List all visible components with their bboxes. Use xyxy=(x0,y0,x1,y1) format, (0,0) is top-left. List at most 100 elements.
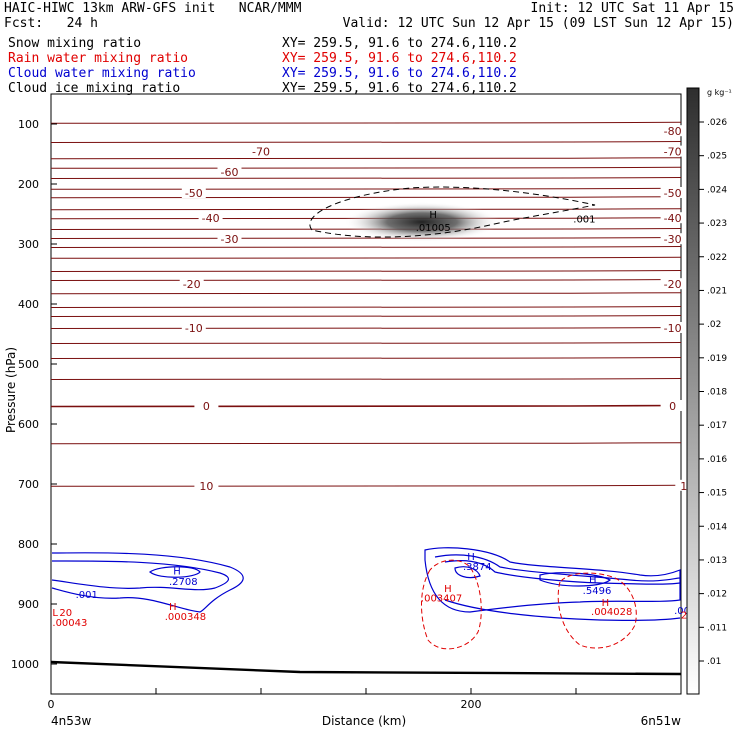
field-rain-xy: XY= 259.5, 91.6 to 274.6,110.2 xyxy=(282,51,517,66)
y-tick-label: 1000 xyxy=(11,658,39,671)
colorbar-tick-label: .014 xyxy=(707,522,727,532)
isotherm-label: -70 xyxy=(664,146,682,159)
colorbar-tick-label: .017 xyxy=(707,421,727,431)
isotherm-label-bg xyxy=(249,145,273,157)
colorbar-tick-label: .018 xyxy=(707,388,727,398)
extremum-label: H xyxy=(602,598,610,609)
field-snow-xy: XY= 259.5, 91.6 to 274.6,110.2 xyxy=(282,36,517,51)
isotherm-label: -10 xyxy=(664,322,682,335)
colorbar-tick-label: .02 xyxy=(707,320,721,330)
isotherm-label-bg xyxy=(181,187,206,198)
isotherm-label-bg xyxy=(198,212,223,224)
isotherm-line xyxy=(50,315,682,317)
colorbar-tick-label: .025 xyxy=(707,152,727,162)
isotherm-label: 0 xyxy=(669,400,676,413)
isotherm-line xyxy=(50,246,682,248)
isotherm-label: -70 xyxy=(252,146,270,159)
header-title: HAIC-HIWC 13km ARW-GFS init NCAR/MMM xyxy=(4,1,302,16)
x-axis-label: Distance (km) xyxy=(322,714,406,728)
field-cloudice-name: Cloud ice mixing ratio xyxy=(8,81,181,96)
isotherm-label: -40 xyxy=(664,212,682,225)
isotherm-label: 10 xyxy=(199,480,213,493)
isotherm-label-bg xyxy=(660,400,685,411)
isotherm-line xyxy=(50,292,682,295)
colorbar xyxy=(686,87,700,695)
extremum-label: H xyxy=(589,575,597,586)
isotherm-label: -30 xyxy=(664,233,682,246)
isotherm-label: 0 xyxy=(203,400,210,413)
isotherm-line xyxy=(50,404,682,408)
isotherm-label-bg xyxy=(179,278,204,290)
isotherm-label: -20 xyxy=(183,278,201,291)
extremum-label: .003407 xyxy=(421,594,462,605)
isotherm-line xyxy=(50,177,682,179)
x-tick-label: 200 xyxy=(461,698,482,711)
extremum-label: .01005 xyxy=(416,223,451,234)
isotherm-label: -10 xyxy=(185,322,203,335)
isotherm-line xyxy=(50,237,682,239)
colorbar-tick-label: .01 xyxy=(707,657,721,667)
colorbar-tick-label: .022 xyxy=(707,253,727,263)
extremum-label: H xyxy=(444,584,452,595)
isotherm-line xyxy=(50,121,682,124)
field-snow-name: Snow mixing ratio xyxy=(8,36,142,51)
y-tick-label: 200 xyxy=(18,178,39,191)
x-end-location: 6n51w xyxy=(641,714,682,728)
isotherm-label-bg xyxy=(660,187,685,198)
isotherm-label: -50 xyxy=(664,187,682,200)
colorbar-tick-label: .015 xyxy=(707,489,727,499)
isotherm-line xyxy=(50,279,682,281)
isotherm-labels: -80-70 -70-60-50 -50-40 -40-30 -30-20 -20-10-… xyxy=(179,125,700,493)
colorbar-tick-label: .016 xyxy=(707,455,727,465)
header-forecast-hour: Fcst: 24 h xyxy=(4,16,98,31)
y-tick-label: 100 xyxy=(18,118,39,131)
cloud-water-contours xyxy=(51,547,681,621)
isotherm-line xyxy=(50,327,682,329)
isotherm-line xyxy=(50,157,682,160)
extremum-label: H xyxy=(429,210,437,221)
extremum-label: H xyxy=(169,602,177,613)
isotherm-label-bg xyxy=(217,233,242,245)
isotherm-label-bg xyxy=(660,212,685,224)
isotherm-label-bg xyxy=(660,233,685,245)
isotherm-label-bg xyxy=(194,479,219,491)
colorbar-tick-label: .023 xyxy=(707,219,727,229)
y-tick-label: 400 xyxy=(18,298,39,311)
x-start-location: 4n53w xyxy=(51,714,92,728)
extremum-label: .000348 xyxy=(165,612,206,623)
isotherm-label-bg xyxy=(660,145,685,157)
isotherm-line xyxy=(50,306,682,308)
extremum-label: .00043 xyxy=(52,618,87,629)
terrain-surface xyxy=(50,660,682,676)
isotherm-line xyxy=(50,378,682,380)
extremum-label: .001 xyxy=(674,606,696,617)
isotherm-line xyxy=(50,166,682,169)
extremum-label: .3874 xyxy=(463,562,492,573)
colorbar-tick-label: .013 xyxy=(707,556,727,566)
field-cloudwater-name: Cloud water mixing ratio xyxy=(8,66,196,81)
isotherm-label: -40 xyxy=(202,212,220,225)
isotherm-line xyxy=(50,208,682,211)
colorbar-tick-label: .024 xyxy=(707,185,727,195)
isotherm-line xyxy=(50,357,682,359)
isotherm-line xyxy=(50,442,682,445)
y-tick-label: 800 xyxy=(18,538,39,551)
extremum-label: .2708 xyxy=(169,577,198,588)
header-init-time: Init: 12 UTC Sat 11 Apr 15 xyxy=(530,1,735,16)
extremum-label: L xyxy=(52,608,58,619)
isotherm-label-bg xyxy=(660,322,685,333)
snow-shading xyxy=(344,202,500,242)
header-valid-time: Valid: 12 UTC Sun 12 Apr 15 (09 LST Sun … xyxy=(342,16,734,31)
isotherm-line xyxy=(50,342,682,344)
isotherm-label-bg xyxy=(660,125,685,137)
isotherm-label: -20 xyxy=(664,278,682,291)
isotherm-line xyxy=(50,187,682,190)
isotherm-line xyxy=(50,270,682,272)
isotherm-line xyxy=(50,228,682,230)
y-tick-label: 500 xyxy=(18,358,39,371)
y-tick-label: 600 xyxy=(18,418,39,431)
extremum-label: .5496 xyxy=(583,586,612,597)
colorbar-ticks: .01 .011 .012 .013 .014 .015 .016 .017 .018 .019.… xyxy=(699,118,727,667)
